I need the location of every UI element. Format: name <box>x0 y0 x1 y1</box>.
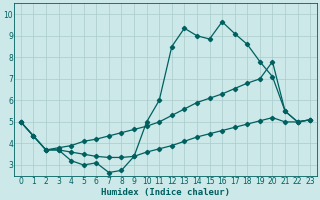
X-axis label: Humidex (Indice chaleur): Humidex (Indice chaleur) <box>101 188 230 197</box>
